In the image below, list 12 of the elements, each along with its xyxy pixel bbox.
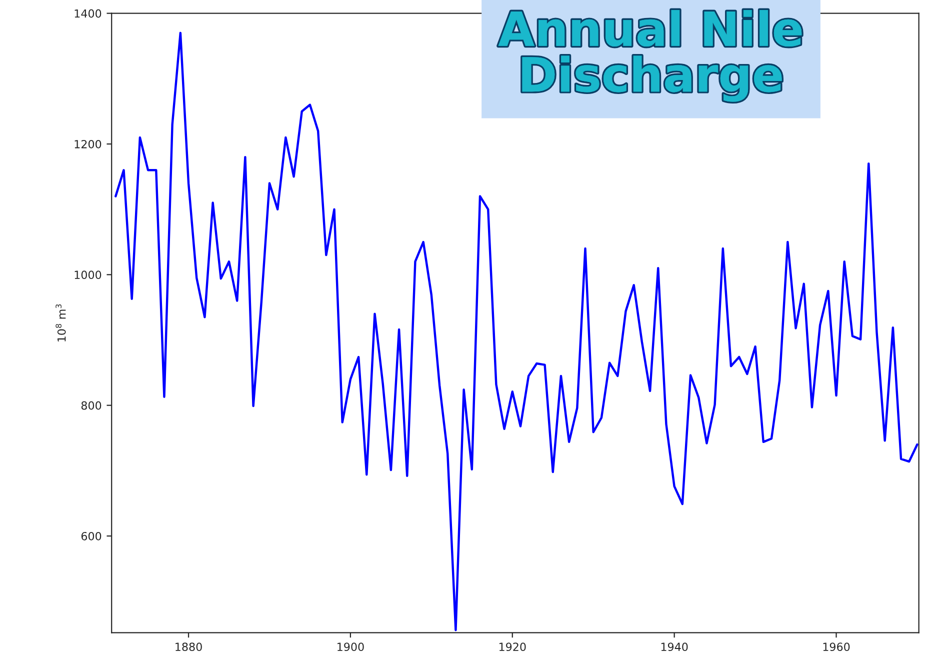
y-tick-label: 1000: [74, 270, 102, 280]
y-tick-label: 1400: [74, 9, 102, 18]
y-tick-label: 800: [81, 401, 102, 410]
x-tick-label: 1880: [176, 642, 202, 652]
y-tick-label: 1200: [74, 140, 102, 148]
chart-title: Annual Nile Discharge: [498, 10, 802, 102]
x-tick-label: 1900: [338, 642, 364, 652]
x-tick-label: 1960: [823, 642, 850, 652]
x-tick-label: 1920: [499, 642, 526, 652]
y-axis-title: 10$^{8}$ m$^{3}$: [56, 304, 66, 342]
y-tick-label: 600: [81, 532, 102, 540]
x-tick-label: 1940: [661, 642, 688, 652]
